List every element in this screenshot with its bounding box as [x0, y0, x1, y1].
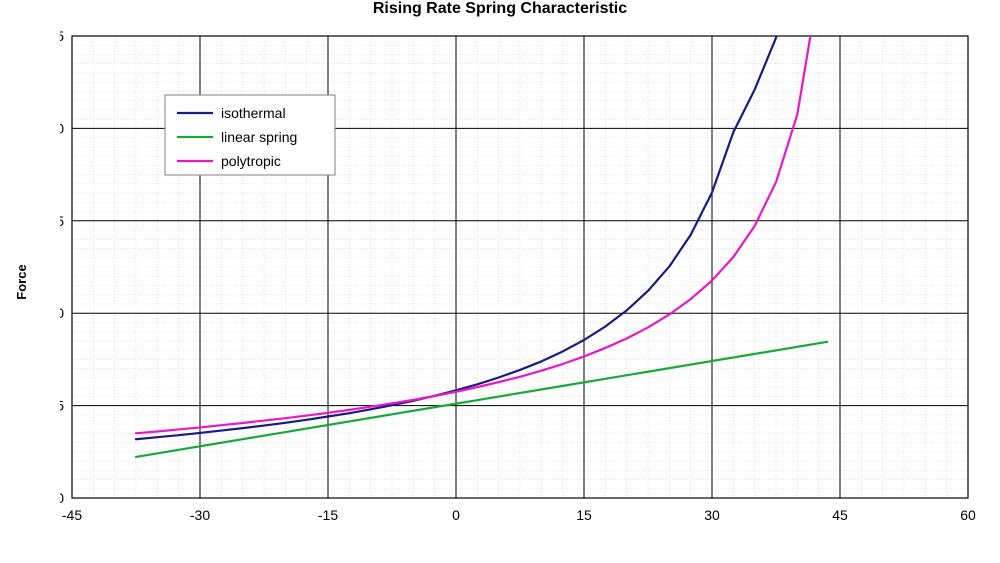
y-axis-label: Force	[14, 264, 29, 299]
y-tick-label: 10	[60, 305, 64, 321]
x-tick-label: 60	[960, 507, 976, 523]
legend-label: isothermal	[221, 105, 286, 121]
legend-label: linear spring	[221, 129, 297, 145]
y-tick-label: 5	[60, 398, 64, 414]
y-tick-label: 20	[60, 120, 64, 136]
x-tick-label: 0	[452, 507, 460, 523]
legend-label: polytropic	[221, 153, 281, 169]
y-tick-label: 0	[60, 490, 64, 506]
chart-title: Rising Rate Spring Characteristic	[0, 0, 1000, 18]
y-tick-label: 25	[60, 28, 64, 44]
x-tick-label: 15	[576, 507, 592, 523]
chart-plot-area: -45 -30 -15 0 15 30 45 60 0 5 10 15 20 25 isothermal li…	[60, 28, 980, 528]
x-tick-label: -30	[190, 507, 210, 523]
y-tick-label: 15	[60, 213, 64, 229]
x-tick-label: -15	[318, 507, 338, 523]
x-tick-label: -45	[62, 507, 82, 523]
x-tick-label: 30	[704, 507, 720, 523]
x-tick-label: 45	[832, 507, 848, 523]
chart-svg: -45 -30 -15 0 15 30 45 60 0 5 10 15 20 25 isothermal li…	[60, 28, 980, 528]
